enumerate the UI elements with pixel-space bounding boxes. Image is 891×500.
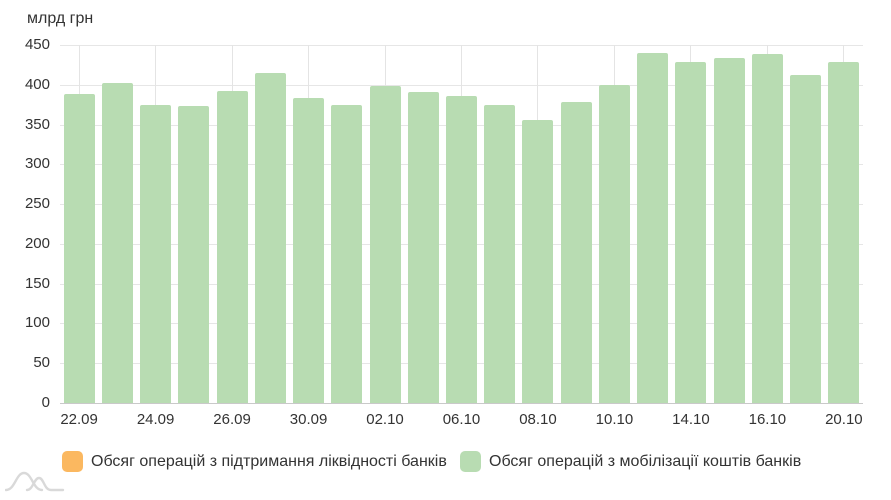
y-tick-label: 300 (24, 155, 50, 173)
bar-14.10 (675, 61, 707, 403)
logo-wave-icon (5, 471, 65, 492)
bar-30.09 (293, 98, 325, 403)
bar-16.10 (751, 53, 783, 403)
x-tick-label: 30.09 (289, 411, 328, 428)
legend-label: Обсяг операцій з мобілізації коштів банк… (489, 452, 802, 470)
x-tick-label: 22.09 (60, 411, 98, 428)
x-tick-label: 16.10 (748, 411, 787, 428)
legend-item-funds-mobilization: Обсяг операцій з мобілізації коштів банк… (460, 451, 801, 472)
x-axis-line (60, 403, 863, 404)
y-tick-label: 350 (24, 115, 50, 133)
bar-08.10 (522, 119, 554, 403)
y-tick-label: 50 (33, 354, 50, 372)
x-tick-label: 02.10 (366, 411, 404, 428)
x-tick-label: 24.09 (136, 411, 175, 428)
plot-area (60, 45, 863, 404)
bar-13.10 (637, 52, 669, 403)
legend-item-liquidity-support: Обсяг операцій з підтримання ліквідності… (62, 451, 447, 472)
y-tick-label: 100 (24, 314, 50, 332)
bar-02.10 (369, 86, 401, 403)
bar-17.10 (790, 75, 822, 403)
bar-09.10 (560, 101, 592, 403)
bar-06.10 (446, 95, 477, 403)
y-tick-label: 450 (24, 36, 50, 53)
bar-20.10 (828, 61, 860, 403)
y-axis-title: млрд грн (27, 10, 94, 27)
bar-29.09 (254, 72, 286, 403)
x-tick-label: 14.10 (672, 411, 710, 428)
x-tick-label: 08.10 (519, 411, 557, 428)
x-tick-label: 06.10 (442, 411, 481, 428)
bar-10.10 (598, 84, 630, 403)
bar-01.10 (331, 104, 363, 403)
y-tick-label: 250 (24, 195, 50, 213)
bar-03.10 (407, 91, 439, 403)
bar-23.09 (101, 83, 133, 403)
bar-26.09 (216, 91, 248, 403)
bar-15.10 (713, 57, 745, 403)
legend-swatch-orange (62, 451, 83, 472)
x-tick-label: 10.10 (595, 411, 634, 428)
y-tick-label: 200 (24, 234, 50, 252)
bar-24.09 (140, 105, 172, 403)
legend-swatch-green (460, 451, 481, 472)
x-tick-label: 26.09 (213, 411, 251, 428)
bar-22.09 (63, 94, 95, 403)
legend-label: Обсяг операцій з підтримання ліквідності… (91, 452, 447, 470)
x-tick-label: 20.10 (825, 411, 863, 428)
y-tick-label: 150 (24, 274, 50, 292)
y-tick-label: 0 (41, 394, 50, 411)
y-tick-label: 400 (24, 75, 50, 93)
bar-07.10 (484, 105, 516, 403)
bar-25.09 (178, 106, 210, 403)
